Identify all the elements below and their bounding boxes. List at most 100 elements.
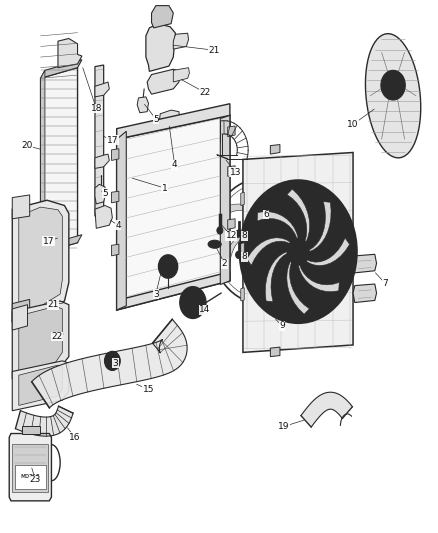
Text: 22: 22 <box>52 332 63 341</box>
Text: 17: 17 <box>106 136 118 145</box>
Circle shape <box>236 251 242 259</box>
Text: 3: 3 <box>113 359 118 367</box>
Polygon shape <box>12 361 69 411</box>
Text: 9: 9 <box>279 321 285 330</box>
Polygon shape <box>32 319 187 408</box>
Polygon shape <box>365 34 421 158</box>
Polygon shape <box>353 284 377 303</box>
Polygon shape <box>228 126 235 136</box>
Polygon shape <box>287 189 310 243</box>
Polygon shape <box>137 97 148 113</box>
Polygon shape <box>270 144 280 154</box>
Text: 7: 7 <box>382 279 388 288</box>
Text: 21: 21 <box>47 300 58 309</box>
Polygon shape <box>224 233 254 275</box>
Polygon shape <box>41 235 82 253</box>
Polygon shape <box>173 33 188 49</box>
Circle shape <box>252 229 271 253</box>
Text: 14: 14 <box>199 305 211 314</box>
Polygon shape <box>22 425 40 433</box>
Polygon shape <box>247 238 290 265</box>
Text: 6: 6 <box>263 210 269 219</box>
Polygon shape <box>112 149 119 160</box>
Text: 12: 12 <box>226 231 237 240</box>
Polygon shape <box>301 392 353 427</box>
Polygon shape <box>19 306 62 373</box>
Polygon shape <box>19 207 62 314</box>
Polygon shape <box>241 243 244 256</box>
Text: 15: 15 <box>143 385 154 394</box>
Polygon shape <box>353 254 377 273</box>
Circle shape <box>105 351 120 370</box>
Text: 8: 8 <box>241 231 247 240</box>
Polygon shape <box>226 204 265 230</box>
Polygon shape <box>12 305 28 330</box>
Text: 4: 4 <box>115 221 121 230</box>
Polygon shape <box>95 154 110 168</box>
Text: 17: 17 <box>42 237 54 246</box>
Text: 10: 10 <box>347 120 359 129</box>
Polygon shape <box>112 244 119 256</box>
Text: 16: 16 <box>69 433 80 442</box>
Polygon shape <box>19 365 62 406</box>
Polygon shape <box>243 152 353 352</box>
Polygon shape <box>265 236 307 262</box>
Circle shape <box>185 293 201 312</box>
Text: 2: 2 <box>222 260 227 268</box>
Text: 20: 20 <box>21 141 32 150</box>
Polygon shape <box>309 201 331 252</box>
Text: 3: 3 <box>153 289 159 298</box>
Polygon shape <box>95 82 110 97</box>
Text: 18: 18 <box>91 104 102 113</box>
Polygon shape <box>147 69 180 94</box>
Circle shape <box>108 356 117 366</box>
Polygon shape <box>152 6 173 28</box>
Polygon shape <box>112 191 119 203</box>
Polygon shape <box>95 184 106 204</box>
Polygon shape <box>117 131 126 310</box>
Polygon shape <box>241 192 244 206</box>
Polygon shape <box>95 65 104 216</box>
Polygon shape <box>265 252 287 302</box>
Polygon shape <box>117 115 230 310</box>
Circle shape <box>217 227 223 234</box>
Polygon shape <box>15 406 73 436</box>
Circle shape <box>236 230 242 237</box>
Circle shape <box>381 70 405 100</box>
Polygon shape <box>241 288 244 301</box>
Polygon shape <box>228 166 235 176</box>
Text: MOPAR: MOPAR <box>21 474 40 480</box>
Polygon shape <box>257 212 298 238</box>
Polygon shape <box>298 265 339 292</box>
Text: 19: 19 <box>278 422 289 431</box>
Polygon shape <box>173 68 189 82</box>
Polygon shape <box>287 261 309 314</box>
Text: 21: 21 <box>208 46 219 55</box>
Circle shape <box>387 77 399 93</box>
Polygon shape <box>117 104 230 139</box>
Polygon shape <box>251 248 278 294</box>
Polygon shape <box>146 23 176 71</box>
Circle shape <box>240 180 357 323</box>
Text: 13: 13 <box>230 167 241 176</box>
Circle shape <box>163 260 173 273</box>
Polygon shape <box>12 301 69 379</box>
Polygon shape <box>12 200 69 322</box>
Polygon shape <box>228 219 235 229</box>
Polygon shape <box>270 347 280 357</box>
Circle shape <box>159 255 178 278</box>
Polygon shape <box>15 465 46 489</box>
Polygon shape <box>41 68 78 253</box>
Polygon shape <box>41 60 82 78</box>
Text: 5: 5 <box>153 115 159 124</box>
Circle shape <box>287 238 309 265</box>
Polygon shape <box>117 272 230 310</box>
Polygon shape <box>12 195 30 219</box>
Polygon shape <box>159 110 180 133</box>
Polygon shape <box>41 70 45 261</box>
Polygon shape <box>95 206 113 228</box>
Text: 8: 8 <box>241 253 247 262</box>
Circle shape <box>180 287 206 318</box>
Text: 23: 23 <box>30 475 41 484</box>
Polygon shape <box>271 190 285 241</box>
